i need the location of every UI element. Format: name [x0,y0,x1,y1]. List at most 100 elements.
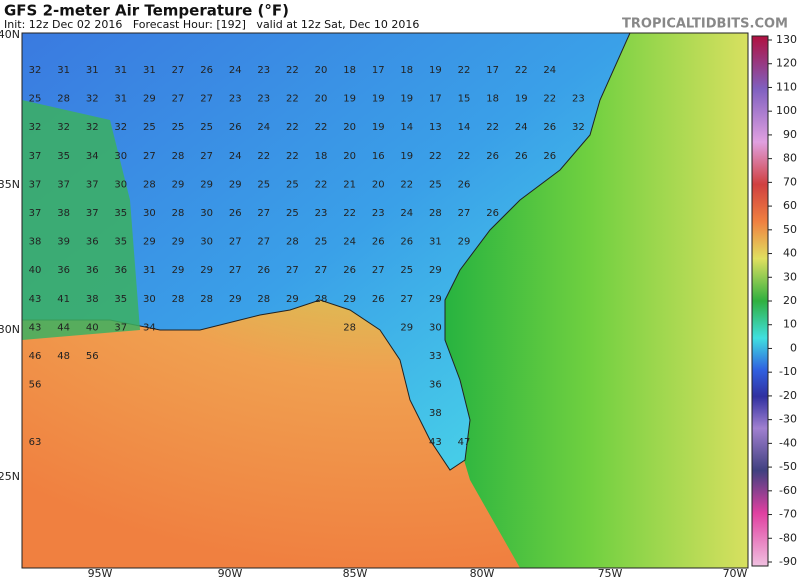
temperature-value: 27 [286,265,299,276]
colorbar-label: 90 [783,128,797,141]
temperature-value: 29 [229,179,242,190]
temperature-value: 29 [172,179,185,190]
temperature-value: 32 [572,122,585,133]
temperature-value: 20 [343,151,356,162]
map [21,32,749,569]
temperature-value: 23 [257,65,270,76]
temperature-value: 32 [29,122,42,133]
temperature-value: 24 [229,65,242,76]
temperature-value: 35 [57,151,70,162]
temperature-value: 28 [257,294,270,305]
temperature-value: 26 [515,151,528,162]
temperature-value: 29 [200,179,213,190]
temperature-value: 19 [372,94,385,105]
temperature-value: 43 [29,294,42,305]
temperature-value: 19 [400,151,413,162]
colorbar-label: 20 [783,294,797,307]
temperature-value: 18 [486,94,499,105]
temperature-value: 26 [486,151,499,162]
map-frame [21,32,749,569]
temperature-value: 22 [286,94,299,105]
temperature-value: 22 [515,65,528,76]
temperature-value: 30 [200,208,213,219]
temperature-value: 38 [29,237,42,248]
temperature-value: 23 [372,208,385,219]
temperature-value: 30 [200,237,213,248]
temperature-value: 28 [172,151,185,162]
temperature-value: 29 [429,294,442,305]
temperature-value: 29 [172,265,185,276]
temperature-value: 22 [343,208,356,219]
colorbar-label: 70 [783,175,797,188]
temperature-value: 36 [114,265,127,276]
temperature-value: 44 [57,322,70,333]
temperature-value: 22 [286,122,299,133]
temperature-value: 25 [172,122,185,133]
temperature-value: 56 [29,380,42,391]
temperature-value: 24 [400,208,413,219]
temperature-value: 37 [29,208,42,219]
colorbar-label: 30 [783,270,797,283]
temperature-value: 22 [286,151,299,162]
temperature-value: 31 [143,65,156,76]
temperature-value: 37 [29,151,42,162]
lon-label: 85W [343,567,368,580]
temperature-value: 26 [458,179,471,190]
temperature-value: 27 [172,65,185,76]
temperature-value: 26 [486,208,499,219]
temperature-value: 25 [286,208,299,219]
temperature-value: 24 [257,122,270,133]
temperature-value: 25 [257,179,270,190]
temperature-value: 22 [429,151,442,162]
temperature-value: 18 [343,65,356,76]
temperature-value: 30 [114,151,127,162]
temperature-value: 13 [429,122,442,133]
temperature-value: 37 [86,208,99,219]
temperature-value: 25 [286,179,299,190]
temperature-value: 26 [400,237,413,248]
temperature-value: 48 [57,351,70,362]
temperature-value: 27 [143,151,156,162]
temperature-value: 21 [343,179,356,190]
colorbar-label: 110 [776,80,797,93]
lat-label: 25N [0,470,20,483]
temperature-value: 22 [315,179,328,190]
temperature-value: 20 [315,94,328,105]
temperature-value: 27 [458,208,471,219]
colorbar-label: -30 [779,413,797,426]
temperature-value: 27 [200,151,213,162]
temperature-value: 37 [114,322,127,333]
temperature-value: 14 [400,122,413,133]
temperature-value: 20 [343,122,356,133]
temperature-value: 32 [29,65,42,76]
temperature-value: 36 [429,380,442,391]
colorbar-label: 100 [776,104,797,117]
lon-label: 95W [88,567,113,580]
temperature-value: 22 [400,179,413,190]
temperature-value: 22 [286,65,299,76]
temperature-value: 23 [315,208,328,219]
brand: TROPICALTIDBITS.COM [622,17,788,32]
temperature-value: 31 [86,65,99,76]
temperature-value: 24 [543,65,556,76]
temperature-value: 47 [458,437,471,448]
temperature-value: 39 [57,237,70,248]
temperature-value: 29 [343,294,356,305]
temperature-value: 33 [429,351,442,362]
temperature-value: 56 [86,351,99,362]
temperature-value: 20 [315,65,328,76]
temperature-value: 37 [86,179,99,190]
temperature-value: 25 [429,179,442,190]
temperature-value: 19 [515,94,528,105]
temperature-value: 25 [143,122,156,133]
temperature-value: 36 [57,265,70,276]
temperature-value: 19 [372,122,385,133]
temperature-value: 27 [257,208,270,219]
temperature-value: 38 [86,294,99,305]
colorbar-label: 40 [783,247,797,260]
lon-label: 90W [218,567,243,580]
colorbar-label: -40 [779,436,797,449]
temperature-value: 46 [29,351,42,362]
colorbar-label: 120 [776,57,797,70]
temperature-value: 37 [29,179,42,190]
